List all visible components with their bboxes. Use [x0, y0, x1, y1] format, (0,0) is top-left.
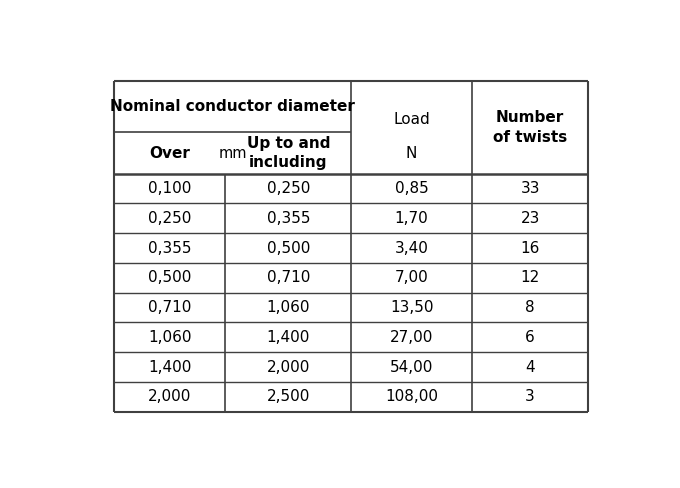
- Text: 1,400: 1,400: [267, 330, 310, 345]
- Text: 33: 33: [520, 181, 540, 196]
- Text: 7,00: 7,00: [394, 270, 428, 285]
- Text: Nominal conductor diameter: Nominal conductor diameter: [110, 99, 355, 114]
- Text: 2,000: 2,000: [148, 389, 191, 405]
- Text: 0,710: 0,710: [267, 270, 310, 285]
- Text: 0,500: 0,500: [267, 241, 310, 256]
- Text: Load: Load: [393, 112, 430, 127]
- Text: 23: 23: [520, 211, 540, 226]
- Text: 6: 6: [526, 330, 535, 345]
- Text: 13,50: 13,50: [390, 300, 433, 315]
- Text: Up to and
including: Up to and including: [247, 136, 330, 170]
- Text: 1,400: 1,400: [148, 360, 191, 375]
- Text: 1,060: 1,060: [267, 300, 310, 315]
- Text: 12: 12: [521, 270, 540, 285]
- Text: 4: 4: [526, 360, 535, 375]
- Text: 0,100: 0,100: [148, 181, 191, 196]
- Text: 108,00: 108,00: [385, 389, 438, 405]
- Text: Number
of twists: Number of twists: [493, 110, 567, 145]
- Text: 0,250: 0,250: [148, 211, 191, 226]
- Text: 1,060: 1,060: [148, 330, 192, 345]
- Text: 0,85: 0,85: [394, 181, 428, 196]
- Text: 0,355: 0,355: [267, 211, 310, 226]
- Text: 8: 8: [526, 300, 535, 315]
- Text: 0,500: 0,500: [148, 270, 191, 285]
- Text: N: N: [406, 145, 418, 161]
- Text: 27,00: 27,00: [390, 330, 433, 345]
- Text: 54,00: 54,00: [390, 360, 433, 375]
- Text: 16: 16: [520, 241, 540, 256]
- Text: 3,40: 3,40: [394, 241, 428, 256]
- Text: 3: 3: [526, 389, 535, 405]
- Text: 1,70: 1,70: [394, 211, 428, 226]
- Text: 0,710: 0,710: [148, 300, 191, 315]
- Text: 0,250: 0,250: [267, 181, 310, 196]
- Text: Over: Over: [150, 145, 190, 161]
- Text: 0,355: 0,355: [148, 241, 192, 256]
- Text: mm: mm: [218, 145, 247, 161]
- Text: 2,000: 2,000: [267, 360, 310, 375]
- Text: 2,500: 2,500: [267, 389, 310, 405]
